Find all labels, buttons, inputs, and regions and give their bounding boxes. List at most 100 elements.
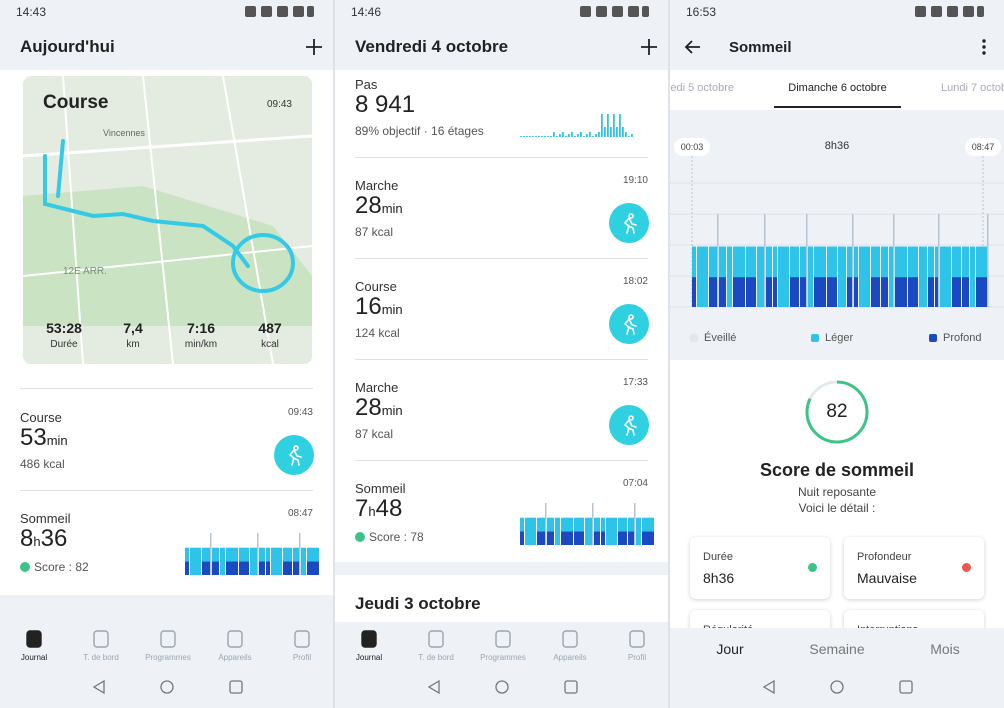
status-icon (612, 6, 623, 17)
steps-bar (616, 127, 618, 137)
park (23, 186, 312, 326)
sleep-deep (594, 531, 600, 545)
nav-icon[interactable] (359, 629, 379, 649)
stat-label: km (126, 339, 140, 350)
steps-bar (613, 114, 615, 137)
nav-label[interactable]: Profil (292, 653, 312, 662)
sleep-seg (259, 547, 265, 575)
stat-value: 487 (258, 320, 282, 336)
sleep-seg (854, 246, 858, 307)
nav-label[interactable]: Appareils (218, 653, 252, 662)
score-title: Score de sommeil (759, 460, 915, 480)
icon-circle (609, 405, 649, 445)
nav-label[interactable]: Appareils (553, 653, 587, 662)
sleep-deep (520, 531, 524, 545)
legend-label: Éveillé (704, 332, 737, 344)
sleep-graph (520, 503, 654, 545)
steps-bar (619, 114, 621, 137)
value-part: min (381, 302, 403, 317)
nav-label[interactable]: T. de bord (83, 653, 119, 662)
dot (982, 51, 986, 55)
activity-icon (609, 203, 649, 243)
nav-label[interactable]: Programmes (145, 653, 191, 662)
nav-label[interactable]: Programmes (480, 653, 526, 662)
sleep-seg (520, 517, 524, 545)
system-nav (762, 679, 913, 695)
add-button[interactable] (306, 39, 322, 55)
sleep-deep (800, 277, 807, 307)
nav-label[interactable]: Journal (355, 653, 383, 662)
sleep-deep (854, 277, 858, 307)
sleep-awake (717, 214, 719, 307)
stat-label: kcal (261, 339, 279, 350)
steps-bar (595, 134, 597, 137)
sleep-deep (266, 561, 270, 575)
period-tab[interactable]: Jour (716, 641, 744, 657)
back-button[interactable] (684, 39, 700, 55)
nav-icon[interactable] (91, 629, 111, 649)
nav-label[interactable]: Journal (20, 653, 48, 662)
entry-time: 09:43 (287, 407, 313, 418)
divider (355, 258, 648, 259)
sleep-deep (185, 561, 189, 575)
period-tab[interactable]: Semaine (809, 641, 865, 657)
icon-circle (609, 203, 649, 243)
steps-bar (562, 132, 564, 137)
steps-bar (580, 132, 582, 137)
entry-time: 08:47 (287, 508, 313, 519)
date-tab[interactable]: Dimanche 6 octobre (788, 82, 887, 94)
sleep-deep (547, 531, 554, 545)
detail-card[interactable]: Profondeur Mauvaise (844, 537, 984, 599)
nav-icon[interactable] (627, 629, 647, 649)
time-pill: 00:03 (674, 138, 710, 156)
period-tab[interactable]: Mois (930, 641, 960, 657)
steps-bar (601, 114, 603, 137)
sleep-seg (727, 246, 732, 307)
nav-glyph (26, 630, 42, 648)
nav-icon[interactable] (24, 629, 44, 649)
status-time: 16:53 (686, 5, 717, 19)
steps-bar (607, 114, 609, 137)
value-part: 16 (355, 293, 382, 320)
steps-bar (598, 132, 600, 137)
menu-button[interactable] (982, 39, 986, 55)
divider (355, 157, 648, 158)
runner (623, 415, 637, 436)
tab-bar (670, 70, 1004, 110)
steps-bar (547, 136, 549, 137)
entry-label: Course (20, 410, 62, 425)
sleep-deep (766, 277, 772, 307)
nav-label[interactable]: T. de bord (418, 653, 454, 662)
score-dot (355, 532, 365, 542)
steps-bar (559, 134, 561, 137)
header-title: Aujourd'hui (20, 37, 115, 56)
status-icon (963, 6, 974, 17)
screen-day: 14:46 Vendredi 4 octobre Pas 8 941 89% objec… (335, 0, 668, 708)
date-tab[interactable]: Samedi 5 octobre (670, 82, 734, 94)
add-button[interactable] (641, 39, 657, 55)
sleep-seg (574, 517, 584, 545)
sleep-deep (962, 277, 969, 307)
sleep-seg (859, 246, 870, 307)
detail-card[interactable]: Durée 8h36 (690, 537, 830, 599)
sleep-awake (938, 214, 940, 307)
nav-icon[interactable] (560, 629, 580, 649)
entry-detail: 89% objectif · 16 étages (355, 124, 484, 138)
nav-icon[interactable] (493, 629, 513, 649)
nav-icon[interactable] (158, 629, 178, 649)
sleep-deep (976, 277, 988, 307)
steps-bar (532, 136, 534, 137)
sleep-seg (838, 246, 846, 307)
legend-swatch (811, 334, 819, 342)
status-icon (580, 6, 591, 17)
date-tab[interactable]: Lundi 7 octobre (941, 82, 1004, 94)
sleep-awake (987, 214, 989, 307)
nav-icon[interactable] (225, 629, 245, 649)
nav-icon[interactable] (426, 629, 446, 649)
status-icon (293, 6, 304, 17)
nav-label[interactable]: Profil (627, 653, 647, 662)
sleep-seg (636, 517, 641, 545)
nav-icon[interactable] (292, 629, 312, 649)
steps-bar (523, 136, 525, 137)
sleep-seg (525, 517, 536, 545)
